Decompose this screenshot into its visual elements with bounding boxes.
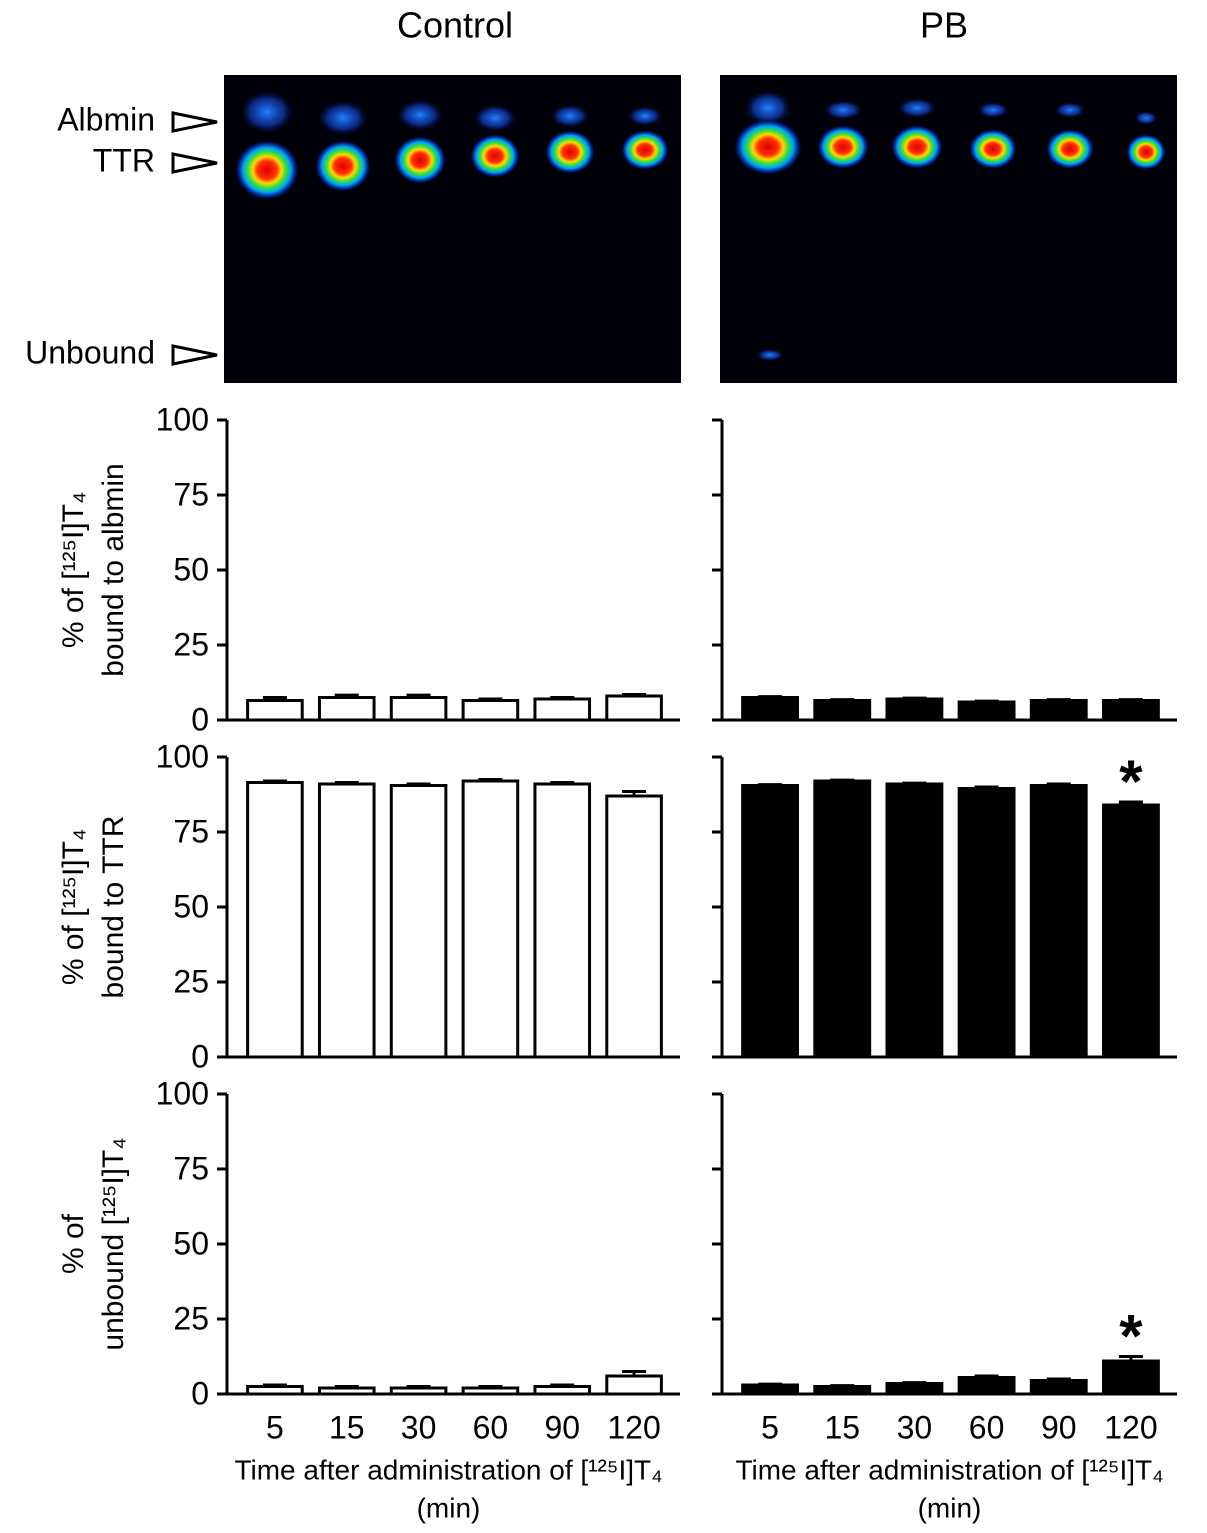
bar	[463, 781, 518, 1057]
x-tick-label: 30	[401, 1409, 437, 1445]
bar	[743, 1385, 798, 1394]
bar	[743, 698, 798, 721]
y-tick-label: 25	[173, 963, 209, 999]
y-axis-label: unbound [¹²⁵I]T₄	[97, 1137, 130, 1350]
y-axis-label: % of [¹²⁵I]T₄	[57, 492, 90, 648]
y-tick-label: 50	[173, 551, 209, 587]
x-tick-label: 5	[761, 1409, 779, 1445]
x-tick-label: 60	[969, 1409, 1005, 1445]
bar	[1031, 701, 1086, 721]
gel-arrow	[173, 113, 217, 131]
bar	[815, 1387, 870, 1395]
bar	[887, 784, 942, 1057]
y-axis-label: bound to albmin	[97, 463, 130, 677]
y-axis-label: % of [¹²⁵I]T₄	[57, 829, 90, 985]
bar	[607, 1376, 662, 1394]
bar	[959, 702, 1014, 720]
y-tick-label: 0	[191, 701, 209, 737]
bar	[815, 701, 870, 721]
gel-label: TTR	[93, 142, 155, 178]
x-tick-label: 120	[607, 1409, 660, 1445]
x-axis-label: (min)	[918, 1492, 982, 1523]
bar	[607, 796, 662, 1057]
significance-mark: *	[1119, 748, 1143, 815]
x-tick-label: 30	[897, 1409, 933, 1445]
figure: Control PB Albmin TTR Unbound 0255075100…	[0, 0, 1207, 1533]
bar	[959, 1378, 1014, 1395]
y-tick-label: 0	[191, 1375, 209, 1411]
column-title: Control	[397, 5, 513, 46]
bar	[887, 1384, 942, 1395]
y-tick-label: 0	[191, 1038, 209, 1074]
x-tick-label: 5	[266, 1409, 284, 1445]
y-tick-label: 100	[156, 1075, 209, 1111]
y-tick-label: 50	[173, 1225, 209, 1261]
bar	[391, 786, 446, 1058]
y-tick-label: 75	[173, 813, 209, 849]
bar	[319, 784, 374, 1057]
x-tick-label: 15	[824, 1409, 860, 1445]
bar	[959, 789, 1014, 1058]
bar	[248, 701, 303, 721]
x-tick-label: 120	[1104, 1409, 1157, 1445]
bar	[887, 699, 942, 720]
bar	[463, 701, 518, 721]
bar	[319, 698, 374, 721]
y-tick-label: 25	[173, 626, 209, 662]
y-tick-label: 75	[173, 476, 209, 512]
bar	[535, 784, 590, 1057]
gel-image	[224, 75, 681, 383]
gel-label: Unbound	[25, 334, 155, 370]
gel-image	[720, 75, 1177, 383]
column-title: PB	[920, 5, 968, 46]
bar	[391, 698, 446, 721]
bar	[319, 1388, 374, 1394]
bar	[1103, 805, 1158, 1057]
bar	[463, 1388, 518, 1394]
bar	[391, 1388, 446, 1394]
y-tick-label: 100	[156, 401, 209, 437]
bar	[607, 696, 662, 720]
gel-arrow	[173, 154, 217, 172]
y-tick-label: 75	[173, 1150, 209, 1186]
x-tick-label: 90	[1041, 1409, 1077, 1445]
bar	[535, 1387, 590, 1395]
gel-label: Albmin	[57, 101, 155, 137]
x-axis-label: Time after administration of [¹²⁵I]T₄	[234, 1454, 662, 1485]
y-axis-label: % of	[57, 1213, 90, 1274]
x-tick-label: 15	[329, 1409, 365, 1445]
x-axis-label: Time after administration of [¹²⁵I]T₄	[735, 1454, 1163, 1485]
y-tick-label: 50	[173, 888, 209, 924]
y-tick-label: 100	[156, 738, 209, 774]
bar	[248, 783, 303, 1058]
bar	[1031, 1381, 1086, 1395]
bar	[248, 1387, 303, 1395]
y-tick-label: 25	[173, 1300, 209, 1336]
significance-mark: *	[1119, 1302, 1143, 1369]
y-axis-label: bound to TTR	[97, 816, 130, 999]
x-tick-label: 60	[473, 1409, 509, 1445]
gel-arrow	[173, 346, 217, 364]
bar	[535, 699, 590, 720]
bar	[1031, 786, 1086, 1058]
x-axis-label: (min)	[417, 1492, 481, 1523]
bar	[1103, 701, 1158, 721]
bar	[815, 781, 870, 1057]
bar	[743, 786, 798, 1058]
x-tick-label: 90	[544, 1409, 580, 1445]
